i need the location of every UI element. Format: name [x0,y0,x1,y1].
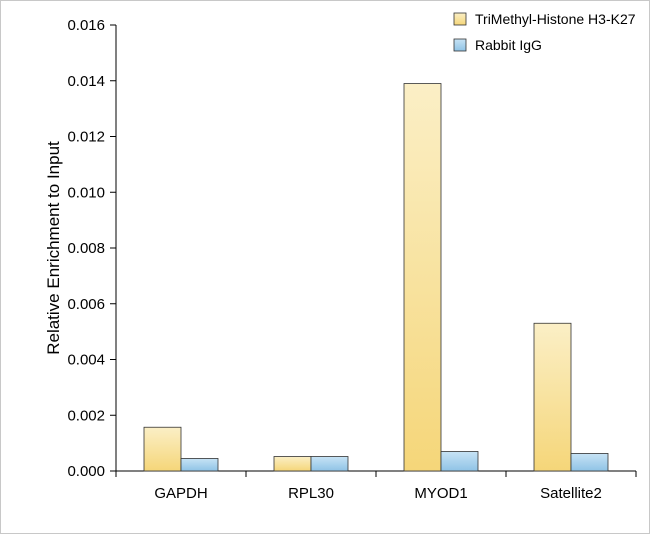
x-axis: GAPDH RPL30 MYOD1 Satellite2 [115,470,637,502]
y-tick-label: 0.000 [67,463,105,480]
y-tick-label: 0.004 [67,352,105,369]
bar-trimethyl-h3k27-gapdh [143,426,182,472]
y-tick-label: 0.012 [67,129,105,146]
y-axis: 0.000 0.002 0.004 0.006 0.008 0.010 0.012 0.014… [67,17,117,480]
y-tick-label: 0.010 [67,184,105,201]
y-tick-label: 0.002 [67,407,105,424]
y-tick-label: 0.006 [67,296,105,313]
bar-rabbit-igg-myod1 [440,451,479,472]
bar-trimethyl-h3k27-rpl30 [273,456,312,472]
y-axis-title: Relative Enrichment to Input [44,141,63,355]
legend-swatch [453,38,467,52]
legend-label: TriMethyl-Histone H3-K27 [475,11,636,27]
bar-trimethyl-h3k27-myod1 [403,83,442,472]
x-category-label: Satellite2 [540,485,602,502]
bars [143,83,609,472]
bar-trimethyl-h3k27-satellite2 [533,322,572,472]
x-category-label: RPL30 [288,485,334,502]
x-category-label: GAPDH [154,485,207,502]
bar-rabbit-igg-gapdh [180,458,219,472]
bar-rabbit-igg-satellite2 [570,453,609,472]
y-tick-label: 0.014 [67,73,105,90]
y-tick-label: 0.016 [67,17,105,34]
bar-rabbit-igg-rpl30 [310,456,349,472]
x-category-label: MYOD1 [414,485,467,502]
legend-swatch [453,12,467,26]
legend-label: Rabbit IgG [475,37,542,53]
legend: TriMethyl-Histone H3-K27 Rabbit IgG [453,11,636,53]
y-tick-label: 0.008 [67,240,105,257]
